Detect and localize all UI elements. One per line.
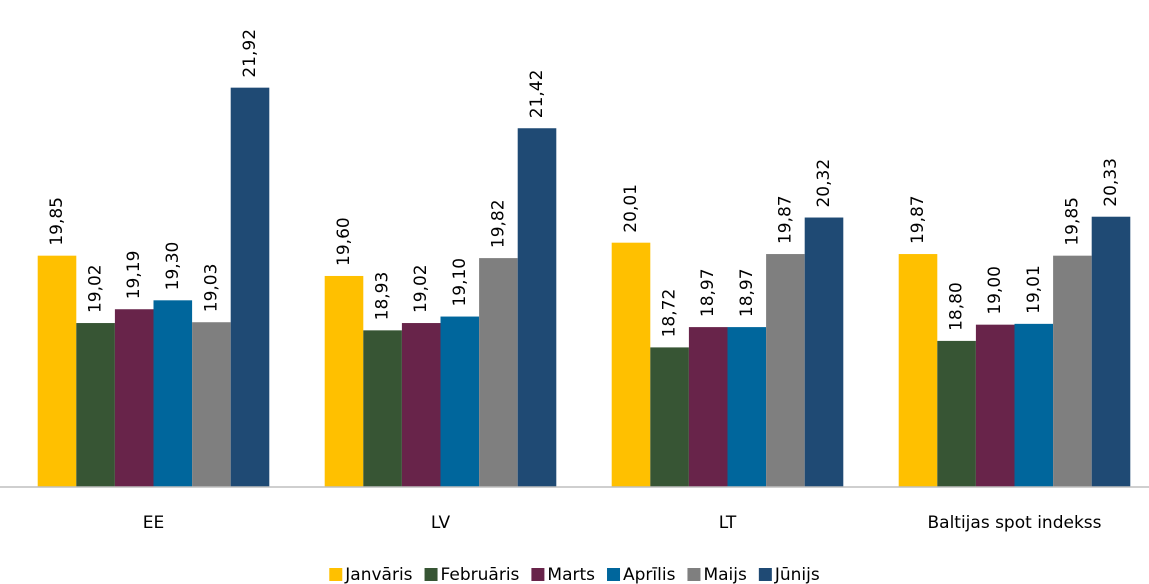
bar (363, 330, 402, 487)
x-tick-label: LT (719, 513, 737, 533)
value-label: 19,60 (334, 217, 354, 266)
value-label: 19,00 (985, 266, 1005, 315)
bar (611, 242, 651, 487)
value-label: 19,02 (86, 264, 106, 313)
x-tick-label: LV (431, 513, 451, 533)
value-label: 19,02 (411, 264, 431, 313)
bar (230, 87, 270, 487)
value-label: 19,19 (124, 251, 144, 300)
value-label: 20,33 (1101, 158, 1121, 207)
legend-label: Februāris (441, 565, 520, 584)
value-label: 19,85 (1062, 197, 1082, 246)
bar (804, 217, 844, 487)
x-tick-label: EE (143, 513, 164, 533)
value-label: 21,92 (240, 29, 260, 78)
bar (1014, 323, 1054, 487)
bar (479, 258, 518, 487)
value-label: 18,97 (698, 268, 718, 317)
bar (37, 255, 77, 487)
legend-swatch (329, 568, 343, 581)
value-label: 19,01 (1024, 265, 1044, 314)
value-label: 18,93 (373, 272, 393, 321)
bar (192, 322, 231, 487)
value-label: 19,03 (201, 264, 221, 313)
bar (114, 309, 154, 487)
bar (650, 347, 689, 487)
legend-label: Aprīlis (623, 565, 676, 584)
legend-label: Jūnijs (774, 565, 820, 584)
bar (517, 128, 557, 487)
bar (1091, 216, 1131, 487)
bar (76, 323, 115, 487)
value-label: 19,85 (47, 197, 67, 246)
legend-label: Maijs (703, 565, 747, 584)
legend-swatch (607, 568, 621, 581)
value-label: 19,30 (163, 242, 183, 291)
legend-swatch (687, 568, 701, 581)
value-label: 19,10 (450, 258, 470, 307)
bar (898, 254, 938, 487)
bar (440, 316, 480, 487)
value-label: 20,32 (814, 159, 834, 208)
legend-swatch (424, 568, 438, 581)
bar (766, 254, 805, 487)
bar (937, 340, 976, 487)
value-label: 19,87 (775, 195, 795, 244)
bar (401, 323, 441, 487)
value-label: 19,87 (908, 195, 928, 244)
x-tick-label: Baltijas spot indekss (927, 513, 1101, 533)
bar (688, 327, 728, 487)
bar (975, 324, 1015, 487)
value-label: 18,72 (660, 289, 680, 338)
value-label: 18,97 (737, 268, 757, 317)
bar (1053, 255, 1092, 487)
bar (324, 275, 364, 487)
value-label: 18,80 (947, 282, 967, 331)
legend-label: Janvāris (344, 565, 412, 584)
legend-swatch (758, 568, 772, 581)
value-label: 21,42 (527, 70, 547, 119)
value-label: 19,82 (488, 199, 508, 248)
value-label: 20,01 (621, 184, 641, 233)
bar (153, 300, 193, 487)
legend-swatch (531, 568, 545, 581)
bar (727, 327, 767, 487)
legend-label: Marts (547, 565, 595, 584)
